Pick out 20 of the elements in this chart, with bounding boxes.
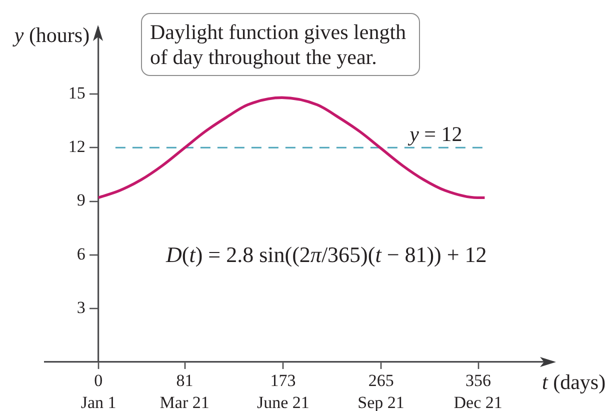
text: June 21 [256, 393, 310, 411]
annotation: Daylight function gives length of day throughout the year. [150, 20, 408, 70]
y-tick-label: 9 [76, 190, 86, 210]
y-tick-label: 6 [76, 244, 86, 264]
series-label: y = 12 [410, 122, 462, 146]
x-tick-label: 81 [176, 370, 194, 390]
x-tick-label: 173 [270, 370, 296, 390]
y-tick-label: 15 [68, 84, 86, 103]
text: Mar 21 [160, 393, 210, 411]
text: Jan 1 [80, 393, 116, 411]
x-tick-label: 0 [94, 370, 103, 390]
text: Dec 21 [454, 393, 502, 411]
x-tick-label: 265 [368, 370, 394, 390]
x-axis-title: t (days) [542, 370, 606, 394]
line-series [97, 96, 486, 200]
y-tick-label: 3 [76, 298, 86, 317]
annotation: D(t) = 2.8 sin((2π/365)(t − 81)) + 12 [166, 242, 487, 267]
x-tick-label: 356 [466, 370, 492, 390]
y-axis-title: y (hours) [14, 23, 90, 48]
y-tick-label: 12 [68, 137, 86, 156]
